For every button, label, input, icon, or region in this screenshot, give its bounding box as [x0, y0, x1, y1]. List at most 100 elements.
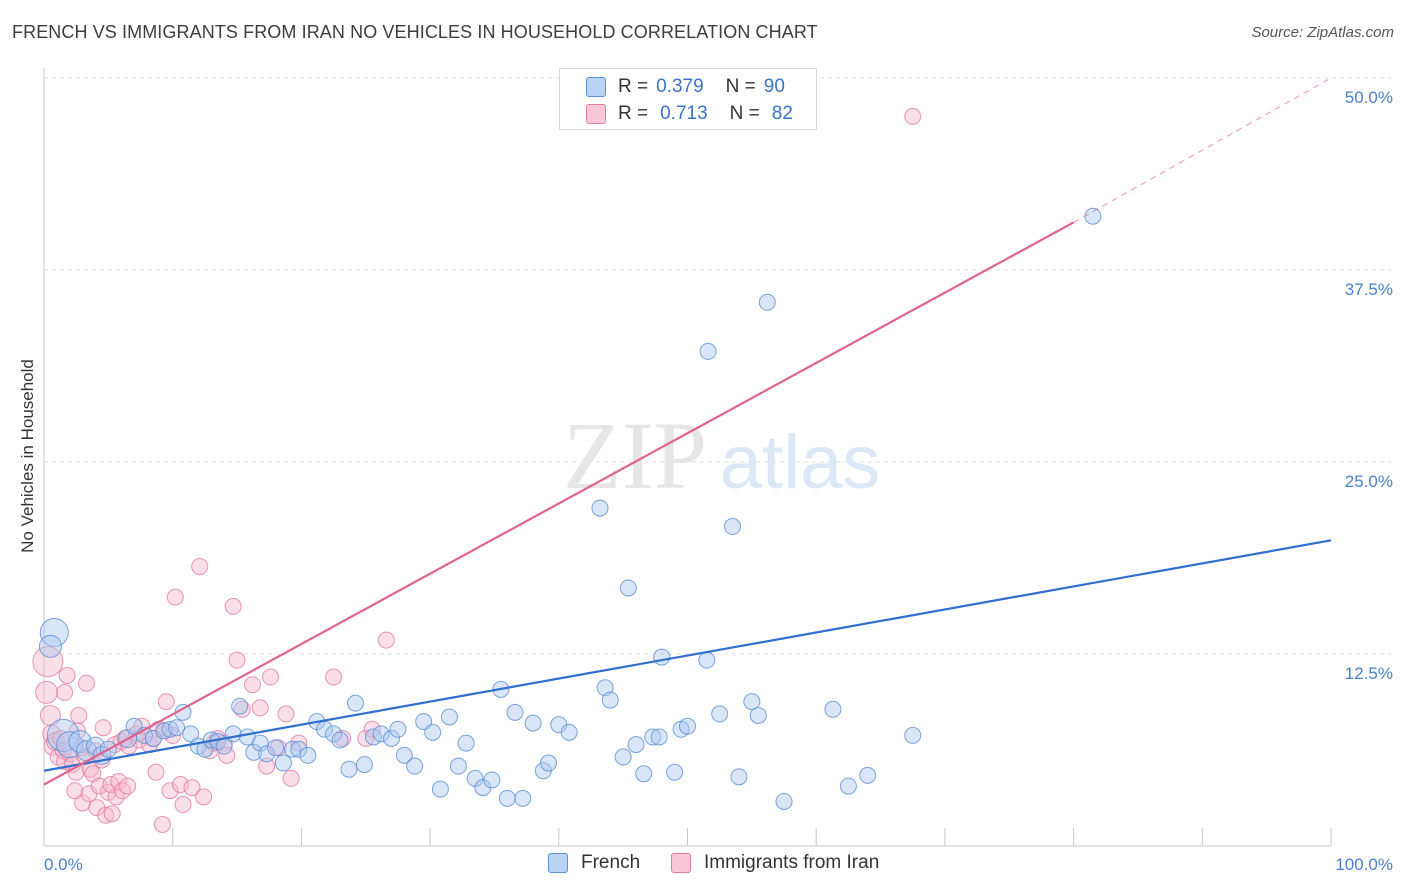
iran-point	[32, 646, 64, 678]
legend-stats: R = 0.379 N = 90 R = 0.713 N = 82	[559, 68, 817, 130]
iran-point	[153, 815, 171, 833]
iran-point	[97, 806, 115, 824]
french-point	[724, 518, 742, 536]
legend-item-french[interactable]: French	[548, 852, 640, 874]
iran-point	[258, 757, 276, 775]
french-point	[591, 499, 609, 517]
french-point	[514, 789, 532, 807]
iran-point	[110, 772, 128, 790]
y-tick-label: 12.5%	[1345, 664, 1393, 683]
legend-series: French Immigrants from Iran	[0, 852, 1406, 878]
french-point	[340, 760, 358, 778]
french-point	[382, 729, 400, 747]
iran-trend-line	[43, 221, 1075, 786]
iran-point	[191, 557, 209, 575]
gridlines	[44, 77, 1391, 655]
french-point	[749, 706, 767, 724]
legend-item-french-label: French	[581, 852, 641, 873]
iran-point	[262, 668, 280, 686]
iran-point	[81, 760, 99, 778]
iran-point	[290, 734, 308, 752]
x-tick-label-min: 0.0%	[44, 855, 83, 874]
french-point	[601, 691, 619, 709]
french-point	[644, 728, 662, 746]
iran-point	[147, 763, 165, 781]
iran-point	[58, 667, 76, 685]
y-tick-labels: 12.5% 25.0% 37.5% 50.0%	[1345, 88, 1393, 683]
iran-point	[228, 651, 246, 669]
french-point	[283, 740, 301, 758]
iran-point	[251, 699, 269, 717]
iran-point	[66, 782, 84, 800]
french-point	[730, 768, 748, 786]
legend-row-iran: R = 0.713 N = 82	[586, 102, 793, 126]
french-point	[258, 745, 276, 763]
french-point	[161, 720, 179, 738]
french-point	[224, 725, 242, 743]
iran-point	[243, 676, 261, 694]
french-point	[650, 728, 668, 746]
french-point	[274, 754, 292, 772]
french-point	[859, 766, 877, 784]
french-point	[506, 703, 524, 721]
french-point	[1084, 207, 1102, 225]
legend-item-iran[interactable]: Immigrants from Iran	[671, 852, 879, 874]
iran-point	[35, 680, 59, 704]
iran-point	[224, 597, 242, 615]
legend-r-value-iran: 0.713	[660, 103, 708, 124]
french-point	[231, 697, 249, 715]
iran-point	[94, 719, 112, 737]
french-point	[449, 757, 467, 775]
x-ticks	[172, 828, 1332, 846]
x-tick-labels: 0.0% 100.0%	[44, 855, 1393, 874]
legend-r-value-french: 0.379	[656, 76, 704, 97]
french-point	[355, 756, 373, 774]
french-point	[839, 777, 857, 795]
french-point	[395, 746, 413, 764]
french-point	[182, 725, 200, 743]
iran-point	[157, 693, 175, 711]
french-point	[627, 736, 645, 754]
french-point	[483, 771, 501, 789]
iran-point	[377, 631, 395, 649]
french-point	[614, 748, 632, 766]
french-point	[39, 617, 69, 647]
french-point	[406, 757, 424, 775]
chart-title: FRENCH VS IMMIGRANTS FROM IRAN NO VEHICL…	[12, 22, 818, 42]
iran-point	[77, 674, 95, 692]
french-point	[743, 693, 761, 711]
legend-n-label-iran: N =	[729, 103, 760, 124]
french-point	[775, 792, 793, 810]
french-point	[325, 725, 343, 743]
french-point	[431, 780, 449, 798]
french-point	[679, 717, 696, 735]
french-point	[299, 746, 317, 764]
french-point	[498, 789, 516, 807]
french-point	[758, 293, 776, 311]
y-tick-label: 25.0%	[1345, 472, 1393, 491]
french-point	[331, 731, 349, 749]
legend-row-french: R = 0.379 N = 90	[586, 75, 785, 99]
y-tick-label: 50.0%	[1345, 88, 1393, 107]
french-point	[457, 734, 475, 752]
legend-r-label-iran: R =	[618, 103, 649, 124]
french-point	[267, 739, 285, 757]
french-point	[290, 740, 308, 758]
french-point	[524, 714, 542, 732]
iran-trend-extension	[1073, 77, 1332, 223]
x-tick-label-max: 100.0%	[1335, 855, 1393, 874]
french-point	[698, 651, 716, 669]
french-point	[440, 708, 458, 726]
iran-point	[183, 779, 201, 797]
y-tick-label: 37.5%	[1345, 280, 1393, 299]
legend-item-iran-label: Immigrants from Iran	[704, 852, 880, 873]
french-point	[540, 754, 558, 772]
french-point	[635, 765, 653, 783]
french-point	[168, 719, 186, 737]
legend-n-value-iran: 82	[771, 103, 793, 124]
iran-point	[114, 782, 132, 800]
french-point	[711, 705, 729, 723]
french-point	[619, 579, 637, 597]
iran-point	[195, 788, 213, 806]
